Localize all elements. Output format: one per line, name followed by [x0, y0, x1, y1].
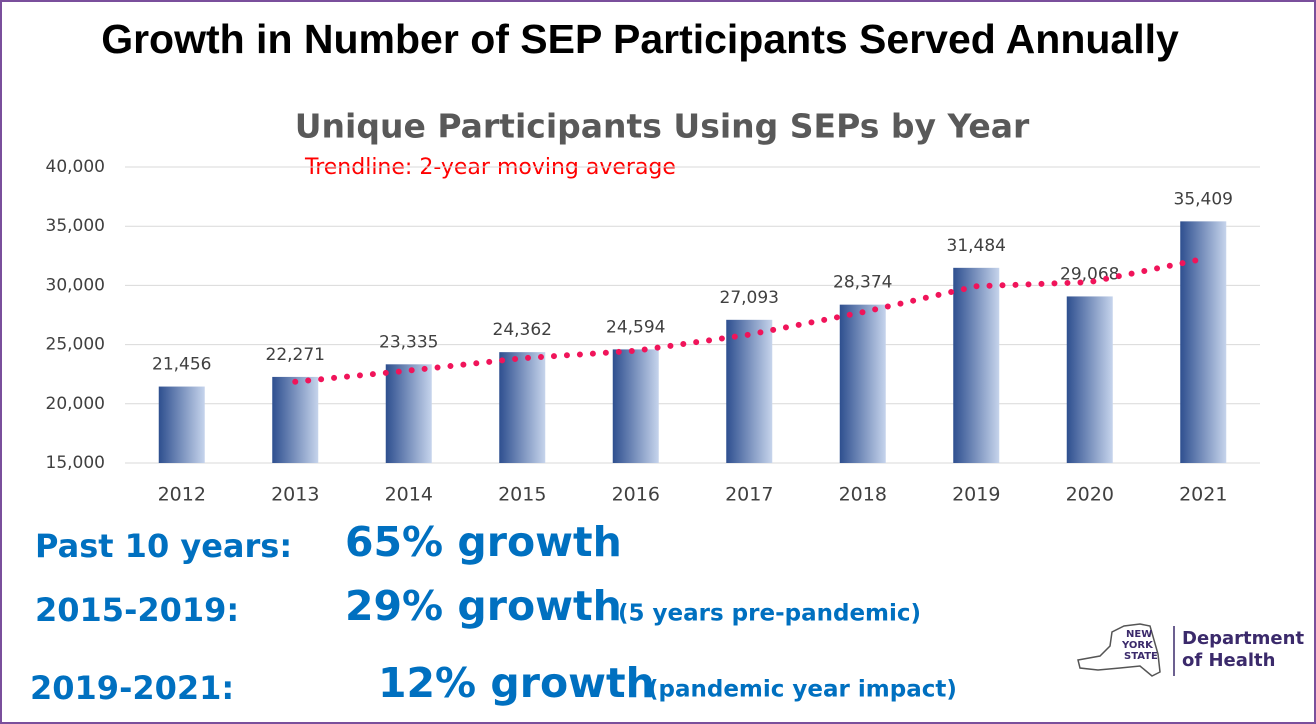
logo-department: Department: [1182, 628, 1304, 649]
logo-state: YORK: [1121, 640, 1154, 651]
x-tick-label: 2015: [498, 484, 546, 506]
y-tick-label: 20,000: [46, 394, 105, 414]
stat-value: 12% growth: [378, 659, 655, 706]
bar: [158, 386, 205, 463]
stat-note: (pandemic year impact): [648, 677, 957, 703]
x-tick-label: 2013: [271, 484, 319, 506]
x-tick-label: 2018: [839, 484, 887, 506]
slide-title: Growth in Number of SEP Participants Ser…: [101, 16, 1179, 62]
bar: [385, 364, 432, 463]
x-tick-label: 2014: [385, 484, 433, 506]
value-label: 21,456: [152, 355, 211, 375]
x-tick-label: 2021: [1179, 484, 1227, 506]
logo-state: STATE: [1124, 651, 1158, 662]
stat-value: 65% growth: [345, 518, 622, 566]
logo-department: of Health: [1182, 650, 1275, 671]
x-tick-label: 2019: [952, 484, 1000, 506]
value-label: 31,484: [947, 236, 1006, 256]
trendline: [292, 255, 1207, 385]
x-tick-label: 2012: [158, 484, 206, 506]
chart-title: Unique Participants Using SEPs by Year: [295, 107, 1030, 146]
value-label: 22,271: [266, 345, 325, 365]
stat-label: Past 10 years:: [35, 527, 292, 565]
value-label: 27,093: [720, 288, 779, 308]
stat-label: 2019-2021:: [30, 669, 234, 706]
slide: Growth in Number of SEP Participants Ser…: [30, 16, 1304, 706]
value-label: 24,594: [606, 317, 665, 337]
y-tick-label: 35,000: [46, 216, 105, 236]
y-tick-label: 30,000: [46, 275, 105, 295]
bar: [1066, 296, 1113, 463]
x-tick-label: 2017: [725, 484, 773, 506]
y-tick-label: 40,000: [46, 157, 105, 177]
x-tick-label: 2016: [612, 484, 660, 506]
value-label: 24,362: [493, 320, 552, 340]
logo: NEW YORK STATE Department of Health: [1077, 623, 1304, 677]
value-label: 23,335: [379, 332, 438, 352]
bar: [726, 319, 773, 463]
value-label: 35,409: [1174, 189, 1233, 209]
value-label: 28,374: [833, 273, 892, 293]
bar: [272, 376, 319, 463]
bar: [953, 267, 1000, 463]
stat-value: 29% growth: [345, 582, 622, 630]
logo-state: NEW: [1126, 629, 1152, 640]
bar: [612, 349, 659, 463]
x-tick-label: 2020: [1066, 484, 1114, 506]
stat-note: (5 years pre-pandemic): [618, 601, 921, 627]
bar: [499, 352, 546, 463]
plot: 15,000 20,000 25,000 30,000 35,000 40,000 2012…: [46, 157, 1260, 506]
y-tick-label: 25,000: [46, 335, 105, 355]
state-outline: [1077, 623, 1161, 677]
y-tick-label: 15,000: [46, 453, 105, 473]
bar: [1180, 221, 1227, 463]
stat-label: 2015-2019:: [35, 591, 239, 629]
bar: [839, 304, 886, 463]
